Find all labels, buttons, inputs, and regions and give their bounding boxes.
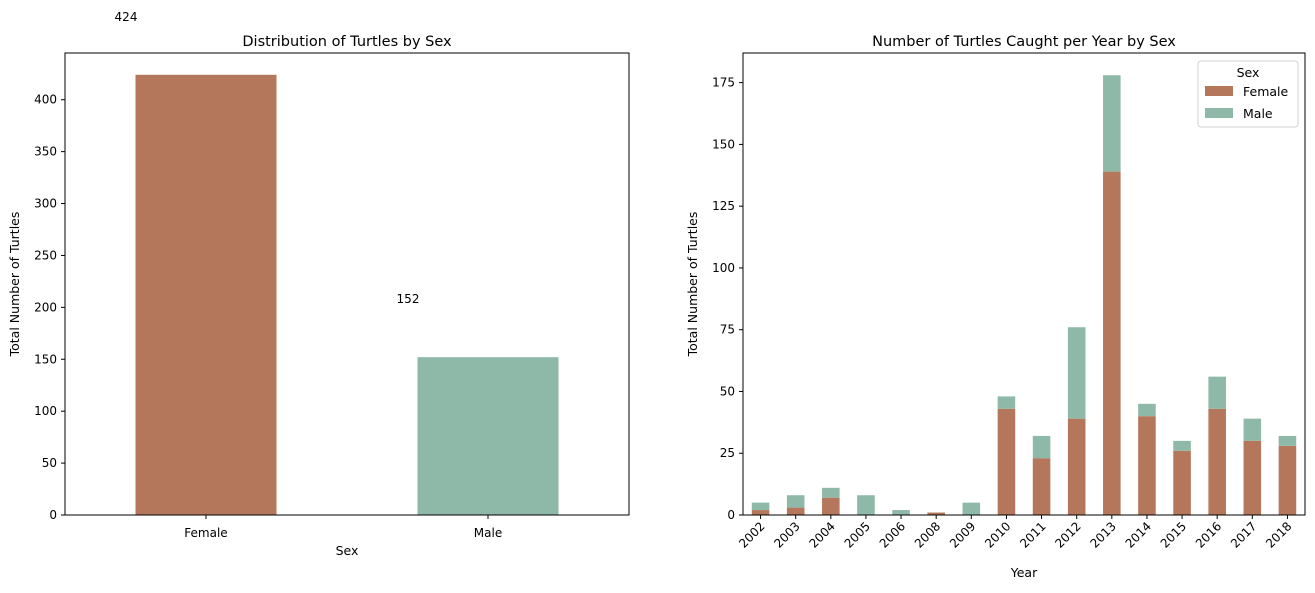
x-tick-label: 2015 — [1158, 519, 1189, 550]
chart1-xlabel: Sex — [336, 543, 359, 558]
chart2-ylabel: Total Number of Turtles — [685, 212, 700, 358]
bar-female-2016 — [1208, 408, 1226, 515]
chart1-title: Distribution of Turtles by Sex — [242, 34, 452, 50]
y-tick-label: 0 — [49, 508, 57, 522]
bar-male-2003 — [786, 495, 805, 508]
bar-female-2018 — [1278, 445, 1297, 515]
y-tick-label: 400 — [34, 93, 57, 107]
bar-male-2017 — [1243, 418, 1262, 441]
bar-male-2002 — [751, 502, 770, 511]
yearly-catch-chart: Number of Turtles Caught per Year by Sex… — [685, 34, 1306, 580]
legend-swatch-male — [1205, 108, 1233, 118]
y-tick-label: 100 — [712, 261, 735, 275]
x-tick-label: 2002 — [736, 519, 767, 550]
x-tick-label: 2017 — [1228, 519, 1259, 550]
x-tick-label: 2014 — [1123, 519, 1154, 550]
bar-female-2003 — [786, 507, 805, 515]
y-tick-label: 150 — [712, 137, 735, 151]
bar-female-2010 — [997, 408, 1016, 515]
bar-female-2015 — [1173, 450, 1191, 515]
y-tick-label: 75 — [720, 323, 735, 337]
x-tick-label: 2010 — [982, 519, 1013, 550]
x-tick-label: Female — [184, 526, 227, 540]
chart1-ylabel: Total Number of Turtles — [7, 212, 22, 358]
legend-swatch-female — [1205, 86, 1233, 96]
bar-female-2004 — [822, 497, 840, 515]
bar-female-2011 — [1032, 458, 1051, 515]
y-tick-label: 50 — [42, 456, 57, 470]
sex-distribution-chart: Distribution of Turtles by Sex 424 152 0 5… — [7, 10, 630, 558]
x-tick-label: Male — [474, 526, 502, 540]
bar-male-2014 — [1138, 403, 1156, 417]
bar-male-2013 — [1103, 75, 1121, 172]
bar-male-2005 — [857, 495, 875, 515]
x-tick-label: 2006 — [877, 519, 908, 550]
bar-female-2013 — [1103, 171, 1121, 515]
y-tick-label: 350 — [34, 145, 57, 159]
x-tick-label: 2011 — [1017, 519, 1048, 550]
legend-label-female: Female — [1243, 84, 1289, 99]
bar-male-2012 — [1067, 327, 1086, 419]
y-tick-label: 250 — [34, 248, 57, 262]
x-tick-label: 2013 — [1087, 519, 1118, 550]
bar-male-2018 — [1278, 435, 1297, 446]
x-tick-label: 2008 — [912, 519, 943, 550]
bar-female-2008 — [927, 512, 945, 515]
data-label-male: 152 — [397, 292, 420, 306]
chart2-plot-frame — [742, 52, 1306, 516]
x-tick-label: 2016 — [1193, 519, 1224, 550]
legend: Sex Female Male — [1197, 60, 1299, 128]
y-tick-label: 125 — [712, 199, 735, 213]
bar-male-2006 — [892, 510, 910, 515]
bar-male-2009 — [962, 502, 981, 515]
bar-male-2004 — [822, 487, 840, 498]
legend-label-male: Male — [1243, 106, 1273, 121]
y-tick-label: 150 — [34, 352, 57, 366]
bar-female-2014 — [1138, 416, 1156, 515]
bar-female-2017 — [1243, 440, 1262, 515]
chart2-title: Number of Turtles Caught per Year by Sex — [872, 34, 1176, 50]
chart1-plot-frame — [64, 52, 630, 516]
x-tick-label: 2005 — [842, 519, 873, 550]
x-tick-label: 2018 — [1263, 519, 1294, 550]
x-tick-label: 2012 — [1052, 519, 1083, 550]
x-tick-label: 2004 — [806, 519, 837, 550]
y-tick-label: 50 — [720, 384, 735, 398]
data-label-female: 424 — [115, 10, 138, 24]
y-tick-label: 175 — [712, 76, 735, 90]
bar-male-2015 — [1173, 440, 1191, 451]
bar-female — [135, 74, 277, 515]
legend-title: Sex — [1237, 65, 1260, 80]
bar-male-2011 — [1032, 435, 1051, 459]
bar-male-2010 — [997, 396, 1016, 409]
y-tick-label: 0 — [727, 508, 735, 522]
bar-female-2012 — [1067, 418, 1086, 515]
x-tick-label: 2003 — [771, 519, 802, 550]
y-tick-label: 25 — [720, 446, 735, 460]
bar-male-2016 — [1208, 376, 1226, 409]
y-tick-label: 200 — [34, 300, 57, 314]
y-tick-label: 100 — [34, 404, 57, 418]
chart2-xlabel: Year — [1010, 565, 1038, 580]
bar-female-2002 — [751, 510, 770, 515]
y-tick-label: 300 — [34, 197, 57, 211]
x-tick-label: 2009 — [947, 519, 978, 550]
bar-male — [417, 357, 559, 515]
